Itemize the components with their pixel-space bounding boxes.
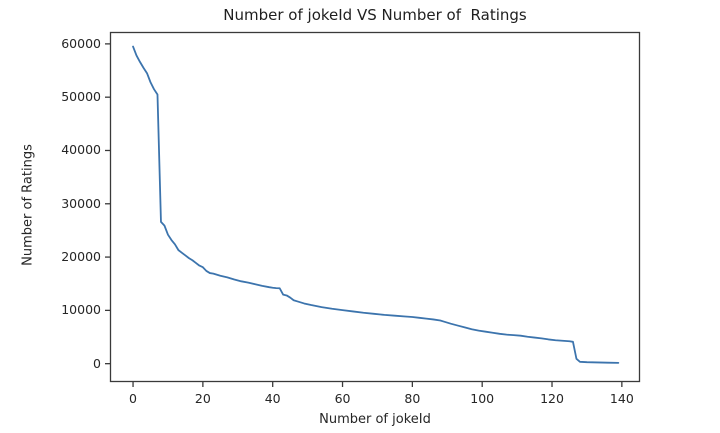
plot-frame xyxy=(109,31,641,383)
x-tick-label-0: 0 xyxy=(129,391,138,406)
x-tick-label-100: 100 xyxy=(470,391,495,406)
y-tick-label-30000: 30000 xyxy=(61,195,101,211)
x-axis-label: Number of jokeId xyxy=(319,412,431,427)
y-tick-label-20000: 20000 xyxy=(61,249,101,265)
y-tick-label-40000: 40000 xyxy=(61,142,101,158)
x-tick-label-120: 120 xyxy=(540,391,564,406)
x-tick-label-140: 140 xyxy=(609,391,634,406)
x-tick-label-60: 60 xyxy=(334,391,351,406)
y-tick-label-60000: 60000 xyxy=(61,35,101,51)
plot-canvas xyxy=(105,31,641,387)
plot-area xyxy=(105,31,641,387)
x-tick-label-40: 40 xyxy=(264,391,281,406)
y-tick-label-10000: 10000 xyxy=(61,302,101,318)
y-tick-label-0: 0 xyxy=(93,355,101,371)
x-tick-label-20: 20 xyxy=(194,391,211,406)
x-tick-label-80: 80 xyxy=(404,391,421,406)
series-line-ratings-per-jokeId xyxy=(132,45,620,364)
chart-title: Number of jokeId VS Number of Ratings xyxy=(223,6,527,24)
y-tick-label-50000: 50000 xyxy=(61,89,101,105)
